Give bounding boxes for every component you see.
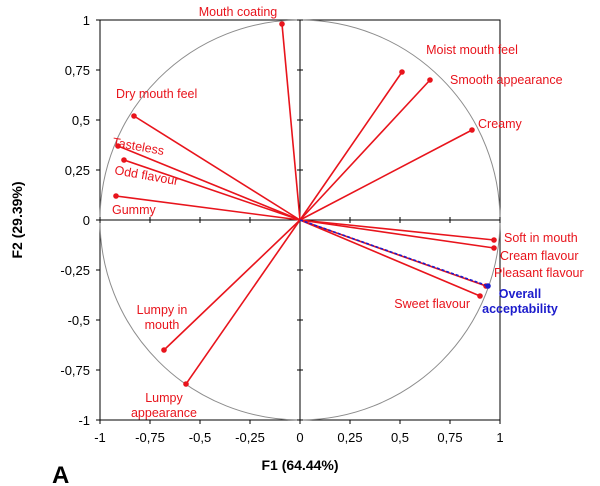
y-tick-label: -0,5	[68, 313, 90, 328]
x-tick-label: 0,5	[391, 430, 409, 445]
x-tick-label: -0,75	[135, 430, 165, 445]
sensory-vector-line	[299, 219, 481, 297]
sensory-vector-line	[123, 159, 301, 221]
overall-vector-point	[485, 283, 491, 289]
variable-labels-group: Mouth coating Moist mouth feel Smooth appe…	[111, 5, 583, 420]
sensory-vector-point	[477, 293, 483, 299]
x-tick-label: -0,5	[189, 430, 211, 445]
sensory-vector-point	[491, 237, 497, 243]
sensory-vector-line	[163, 219, 301, 351]
x-tick-label: -0,25	[235, 430, 265, 445]
sensory-vector-point	[491, 245, 497, 251]
variable-label: Soft in mouth	[504, 231, 578, 245]
sensory-vector-point	[183, 381, 189, 387]
variable-label: Pleasant flavour	[494, 266, 584, 280]
y-tick-label: 0,75	[65, 63, 90, 78]
x-tick-labels: -1 -0,75 -0,5 -0,25 0 0,25 0,5 0,75 1	[94, 430, 503, 445]
variable-label: Sweet flavour	[394, 297, 470, 311]
sensory-vector-line	[299, 71, 403, 221]
sensory-vector-point	[279, 21, 285, 27]
y-tick-label: 0,5	[72, 113, 90, 128]
sensory-vector-line	[299, 79, 431, 221]
sensory-vector-point	[427, 77, 433, 83]
sensory-vector-line	[299, 219, 495, 241]
x-tick-label: 1	[496, 430, 503, 445]
sensory-vector-line	[185, 219, 301, 385]
overall-vector-line	[299, 219, 489, 287]
variable-label: Dry mouth feel	[116, 87, 197, 101]
variable-label: Moist mouth feel	[426, 43, 518, 57]
x-tick-label: 0,75	[437, 430, 462, 445]
sensory-vector-point	[161, 347, 167, 353]
variable-label: Lumpy appearance	[131, 391, 197, 420]
x-axis-title: F1 (64.44%)	[261, 457, 338, 473]
y-tick-label: 0	[83, 213, 90, 228]
x-tick-label: -1	[94, 430, 106, 445]
sensory-vector-point	[121, 157, 127, 163]
y-tick-label: 0,25	[65, 163, 90, 178]
sensory-vector-point	[113, 193, 119, 199]
sensory-vector-line	[281, 23, 301, 221]
sensory-vector-line	[299, 129, 473, 221]
variable-label: Lumpy in mouth	[137, 303, 188, 332]
variable-label: Gummy	[112, 203, 157, 217]
variable-label: Cream flavour	[500, 249, 579, 263]
sensory-vector-line	[133, 115, 301, 221]
sensory-vector-point	[115, 143, 121, 149]
y-tick-labels: -1 -0,75 -0,5 -0,25 0 0,25 0,5 0,75 1	[60, 13, 90, 428]
x-tick-label: 0	[296, 430, 303, 445]
y-tick-label: 1	[83, 13, 90, 28]
variable-label: Creamy	[478, 117, 523, 131]
y-tick-label: -0,25	[60, 263, 90, 278]
y-axis-title: F2 (29.39%)	[9, 181, 25, 258]
loading-vectors-group	[113, 21, 497, 387]
variable-label: Overall acceptability	[482, 287, 558, 316]
y-tick-label: -0,75	[60, 363, 90, 378]
ticks-group	[96, 19, 501, 424]
sensory-vector-point	[399, 69, 405, 75]
sensory-vector-point	[131, 113, 137, 119]
variable-label: Smooth appearance	[450, 73, 563, 87]
x-tick-label: 0,25	[337, 430, 362, 445]
sensory-vector-line	[299, 219, 495, 249]
sensory-vector-line	[117, 145, 301, 221]
y-tick-label: -1	[78, 413, 90, 428]
sensory-vector-point	[469, 127, 475, 133]
variable-label: Mouth coating	[199, 5, 278, 19]
sensory-vector-line	[115, 195, 301, 221]
panel-letter: A	[52, 462, 69, 486]
